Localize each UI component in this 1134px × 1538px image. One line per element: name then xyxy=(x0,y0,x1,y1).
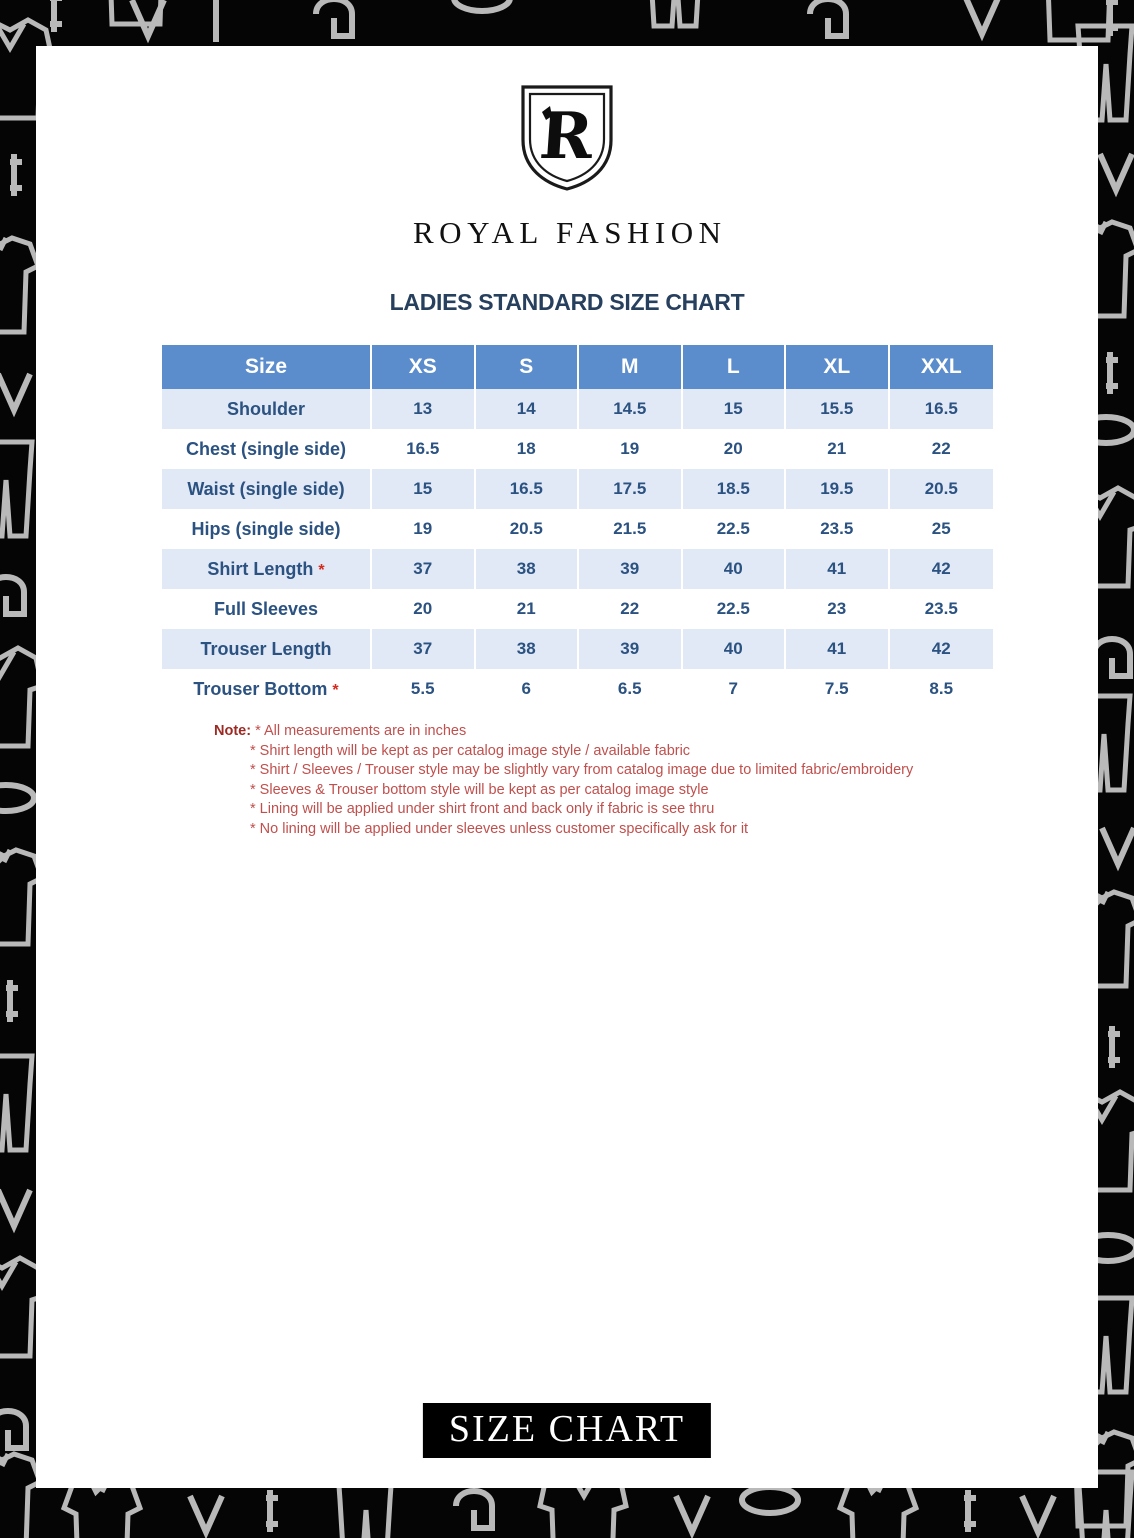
cell-value: 22.5 xyxy=(682,509,786,549)
cell-value: 23.5 xyxy=(889,589,993,629)
cell-value: 16.5 xyxy=(475,469,579,509)
cell-value: 21 xyxy=(786,429,890,469)
note-line: * No lining will be applied under sleeve… xyxy=(250,820,749,837)
table-row: Hips (single side) 19 20.5 21.5 22.5 23.… xyxy=(162,509,993,549)
row-label: Full Sleeves xyxy=(162,589,372,629)
table-row: Trouser Bottom * 5.5 6 6.5 7 7.5 8.5 xyxy=(162,669,993,709)
cell-value: 21.5 xyxy=(579,509,683,549)
cell-value: 41 xyxy=(786,629,890,669)
row-label: Waist (single side) xyxy=(162,469,372,509)
cell-value: 20.5 xyxy=(475,509,579,549)
cell-value: 15.5 xyxy=(786,389,890,429)
cell-value: 39 xyxy=(579,549,683,589)
brand-header: R ROYAL FASHION xyxy=(36,82,1098,251)
cell-value: 16.5 xyxy=(372,429,476,469)
cell-value: 42 xyxy=(889,629,993,669)
cell-value: 6.5 xyxy=(579,669,683,709)
cell-value: 42 xyxy=(889,549,993,589)
cell-value: 38 xyxy=(475,629,579,669)
cell-value: 22 xyxy=(579,589,683,629)
row-label-text: Shoulder xyxy=(226,398,305,419)
shield-monogram-icon: R xyxy=(516,82,618,194)
page-title: LADIES STANDARD SIZE CHART xyxy=(389,289,745,315)
cell-value: 25 xyxy=(889,509,993,549)
row-label: Chest (single side) xyxy=(162,429,372,469)
cell-value: 20 xyxy=(372,589,476,629)
row-label-text: Trouser Length xyxy=(200,638,332,659)
cell-value: 20 xyxy=(682,429,786,469)
cell-value: 20.5 xyxy=(889,469,993,509)
note-text: * All measurements are in inches xyxy=(255,723,467,739)
required-star-icon: * xyxy=(332,681,339,699)
row-label: Shirt Length * xyxy=(162,549,372,589)
note-line: * Shirt / Sleeves / Trouser style may be… xyxy=(250,762,914,779)
cell-value: 6 xyxy=(475,669,579,709)
cell-value: 15 xyxy=(372,469,476,509)
cell-value: 19 xyxy=(372,509,476,549)
row-label: Shoulder xyxy=(162,389,372,429)
table-row: Shoulder 13 14 14.5 15 15.5 16.5 xyxy=(162,389,993,429)
cell-value: 14 xyxy=(475,389,579,429)
brand-name: ROYAL FASHION xyxy=(413,215,727,250)
cell-value: 7 xyxy=(682,669,786,709)
row-label: Trouser Bottom * xyxy=(162,669,372,709)
cell-value: 17.5 xyxy=(579,469,683,509)
cell-value: 21 xyxy=(475,589,579,629)
size-chart-panel: R ROYAL FASHION LADIES STANDARD SIZE CHA… xyxy=(36,46,1098,1488)
table-body: Shoulder 13 14 14.5 15 15.5 16.5 Chest (… xyxy=(162,389,993,709)
header-cell-xl: XL xyxy=(786,345,890,389)
row-label: Trouser Length xyxy=(162,629,372,669)
header-cell-m: M xyxy=(579,345,683,389)
cell-value: 19 xyxy=(579,429,683,469)
header-cell-xs: XS xyxy=(372,345,476,389)
cell-value: 15 xyxy=(682,389,786,429)
cell-value: 23 xyxy=(786,589,890,629)
cell-value: 38 xyxy=(475,549,579,589)
table-row: Chest (single side) 16.5 18 19 20 21 22 xyxy=(162,429,993,469)
row-label-text: Chest (single side) xyxy=(185,438,347,459)
cell-value: 22.5 xyxy=(682,589,786,629)
table-row: Shirt Length * 37 38 39 40 41 42 xyxy=(162,549,993,589)
cell-value: 5.5 xyxy=(372,669,476,709)
row-label-text: Full Sleeves xyxy=(213,598,319,619)
cell-value: 23.5 xyxy=(786,509,890,549)
header-cell-size: Size xyxy=(162,345,372,389)
cell-value: 22 xyxy=(889,429,993,469)
note-line: * Shirt length will be kept as per catal… xyxy=(250,742,691,759)
header-cell-xxl: XXL xyxy=(889,345,993,389)
header-cell-l: L xyxy=(682,345,786,389)
cell-value: 39 xyxy=(579,629,683,669)
row-label: Hips (single side) xyxy=(162,509,372,549)
table-row: Full Sleeves 20 21 22 22.5 23 23.5 xyxy=(162,589,993,629)
cell-value: 18.5 xyxy=(682,469,786,509)
cell-value: 40 xyxy=(682,549,786,589)
cell-value: 16.5 xyxy=(889,389,993,429)
required-star-icon: * xyxy=(318,561,325,579)
row-label-text: Trouser Bottom xyxy=(193,678,328,699)
cell-value: 37 xyxy=(372,549,476,589)
size-measurement-table: Size XS S M L XL XXL Shoulder 13 14 14.5… xyxy=(162,345,993,709)
row-label-text: Waist (single side) xyxy=(187,478,345,499)
table-row: Trouser Length 37 38 39 40 41 42 xyxy=(162,629,993,669)
header-cell-s: S xyxy=(475,345,579,389)
size-chart-banner: SIZE CHART xyxy=(422,1403,712,1458)
cell-value: 7.5 xyxy=(786,669,890,709)
cell-value: 41 xyxy=(786,549,890,589)
cell-value: 8.5 xyxy=(889,669,993,709)
row-label-text: Hips (single side) xyxy=(191,518,341,539)
note-label: Note: xyxy=(214,723,252,739)
cell-value: 18 xyxy=(475,429,579,469)
row-label-text: Shirt Length xyxy=(207,558,314,579)
cell-value: 40 xyxy=(682,629,786,669)
table-header-row: Size XS S M L XL XXL xyxy=(162,345,993,389)
notes-block: Note: * All measurements are in inches *… xyxy=(214,722,1034,840)
cell-value: 19.5 xyxy=(786,469,890,509)
note-line: * Sleeves & Trouser bottom style will be… xyxy=(250,781,709,798)
cell-value: 14.5 xyxy=(579,389,683,429)
cell-value: 37 xyxy=(372,629,476,669)
note-line: Note: * All measurements are in inches xyxy=(214,722,1034,742)
table-row: Waist (single side) 15 16.5 17.5 18.5 19… xyxy=(162,469,993,509)
note-line: * Lining will be applied under shirt fro… xyxy=(250,801,715,818)
cell-value: 13 xyxy=(372,389,476,429)
